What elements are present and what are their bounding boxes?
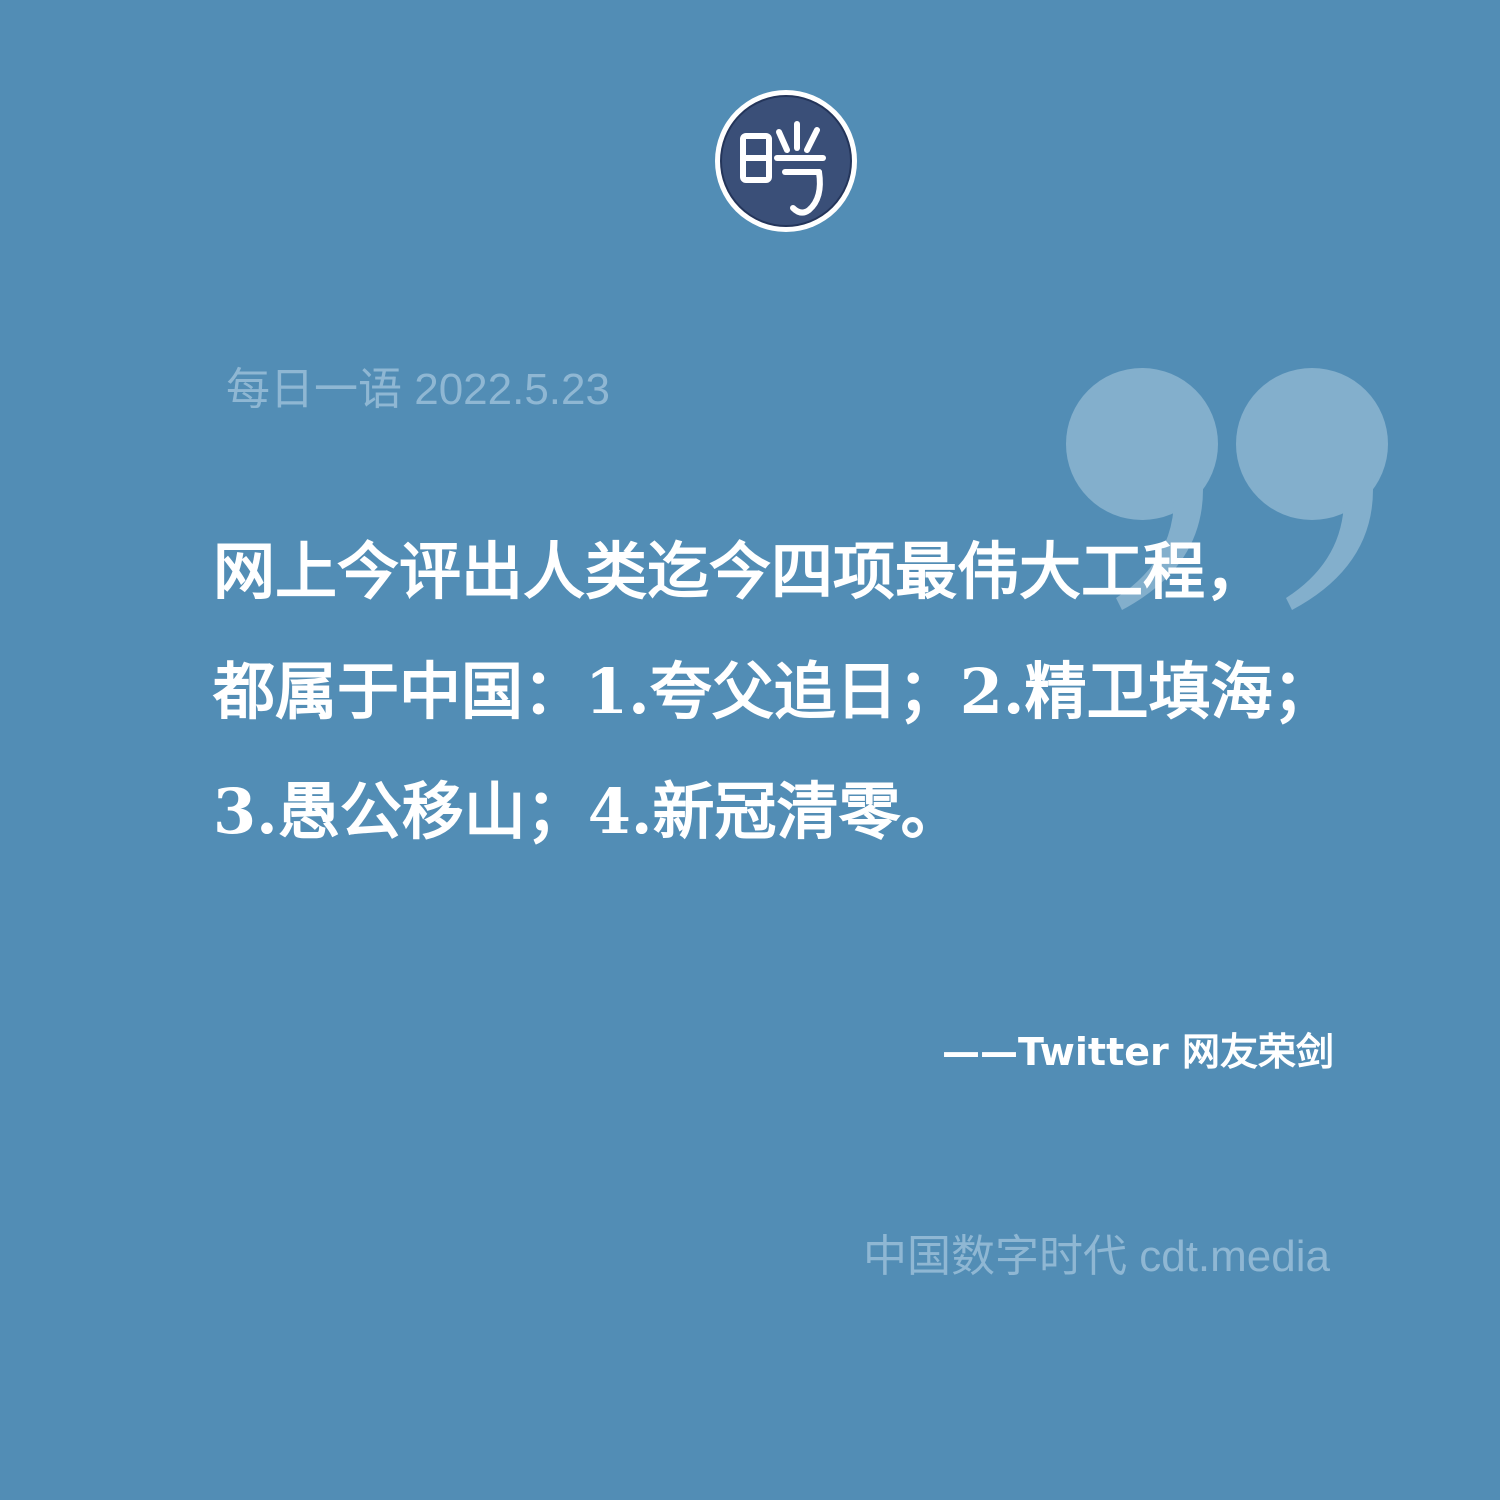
attribution: ——Twitter 网友荣剑 [942, 1030, 1334, 1074]
date-line: 每日一语 2022.5.23 [226, 365, 610, 414]
cdt-seal-logo-icon [713, 88, 859, 234]
quote-line: 3.愚公移山；4.新冠清零。 [213, 775, 963, 848]
quote-line: 都属于中国：1.夸父追日；2.精卫填海； [213, 655, 1335, 728]
closing-quote-icon [1062, 362, 1392, 612]
footer-brand: 中国数字时代 cdt.media [863, 1232, 1330, 1281]
quote-line: 网上今评出人类迄今四项最伟大工程， [213, 535, 1268, 608]
quote-text: 网上今评出人类迄今四项最伟大工程， 都属于中国：1.夸父追日；2.精卫填海； 3… [213, 512, 1413, 872]
